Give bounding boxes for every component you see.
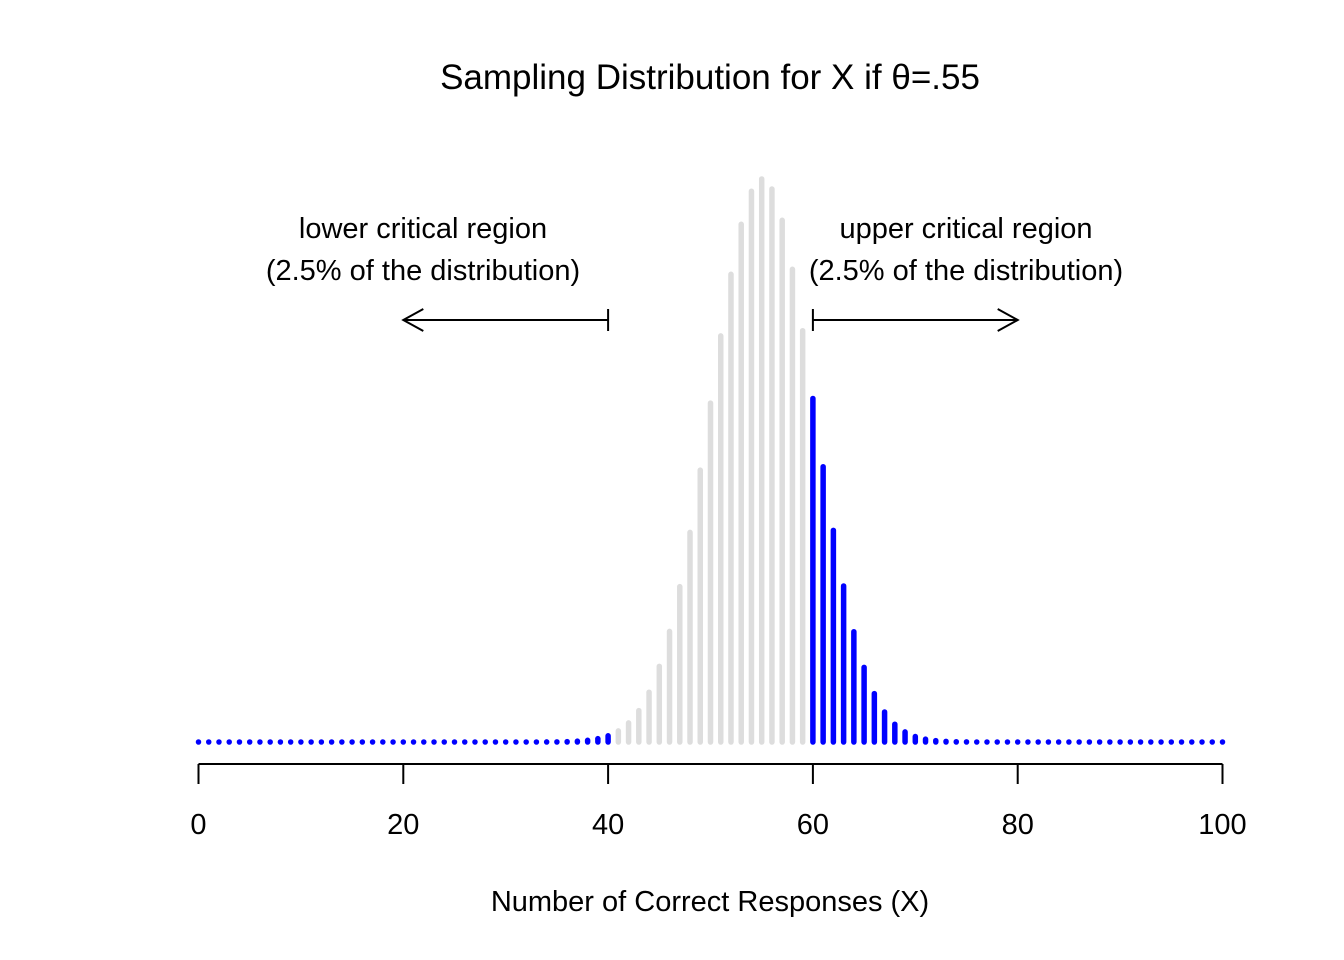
x-tick-label-40: 40 [592,809,624,841]
chart-title: Sampling Distribution for X if θ=.55 [440,58,980,97]
lower-region-arrow [401,308,610,332]
x-tick-label-100: 100 [1198,809,1246,841]
upper-arrow-head [997,308,1020,332]
lower-region-label-line-1: lower critical region [299,213,547,245]
lower-critical-region-annotation: lower critical region (2.5% of the distr… [266,213,610,332]
x-axis-label: Number of Correct Responses (X) [491,886,929,918]
upper-region-label-line-1: upper critical region [839,213,1092,245]
upper-region-label-line-2: (2.5% of the distribution) [809,255,1123,287]
x-axis: 0 20 40 60 80 100 [190,763,1247,841]
x-axis-ticks: 0 20 40 60 80 100 [190,764,1247,841]
upper-critical-region-annotation: upper critical region (2.5% of the distr… [809,213,1123,332]
lower-arrow-head [401,308,424,332]
lower-region-label-line-2: (2.5% of the distribution) [266,255,580,287]
upper-region-arrow [811,308,1020,332]
x-tick-label-20: 20 [387,809,419,841]
distribution-bars [195,176,1226,745]
x-tick-label-80: 80 [1002,809,1034,841]
x-tick-label-0: 0 [190,809,206,841]
x-tick-label-60: 60 [797,809,829,841]
